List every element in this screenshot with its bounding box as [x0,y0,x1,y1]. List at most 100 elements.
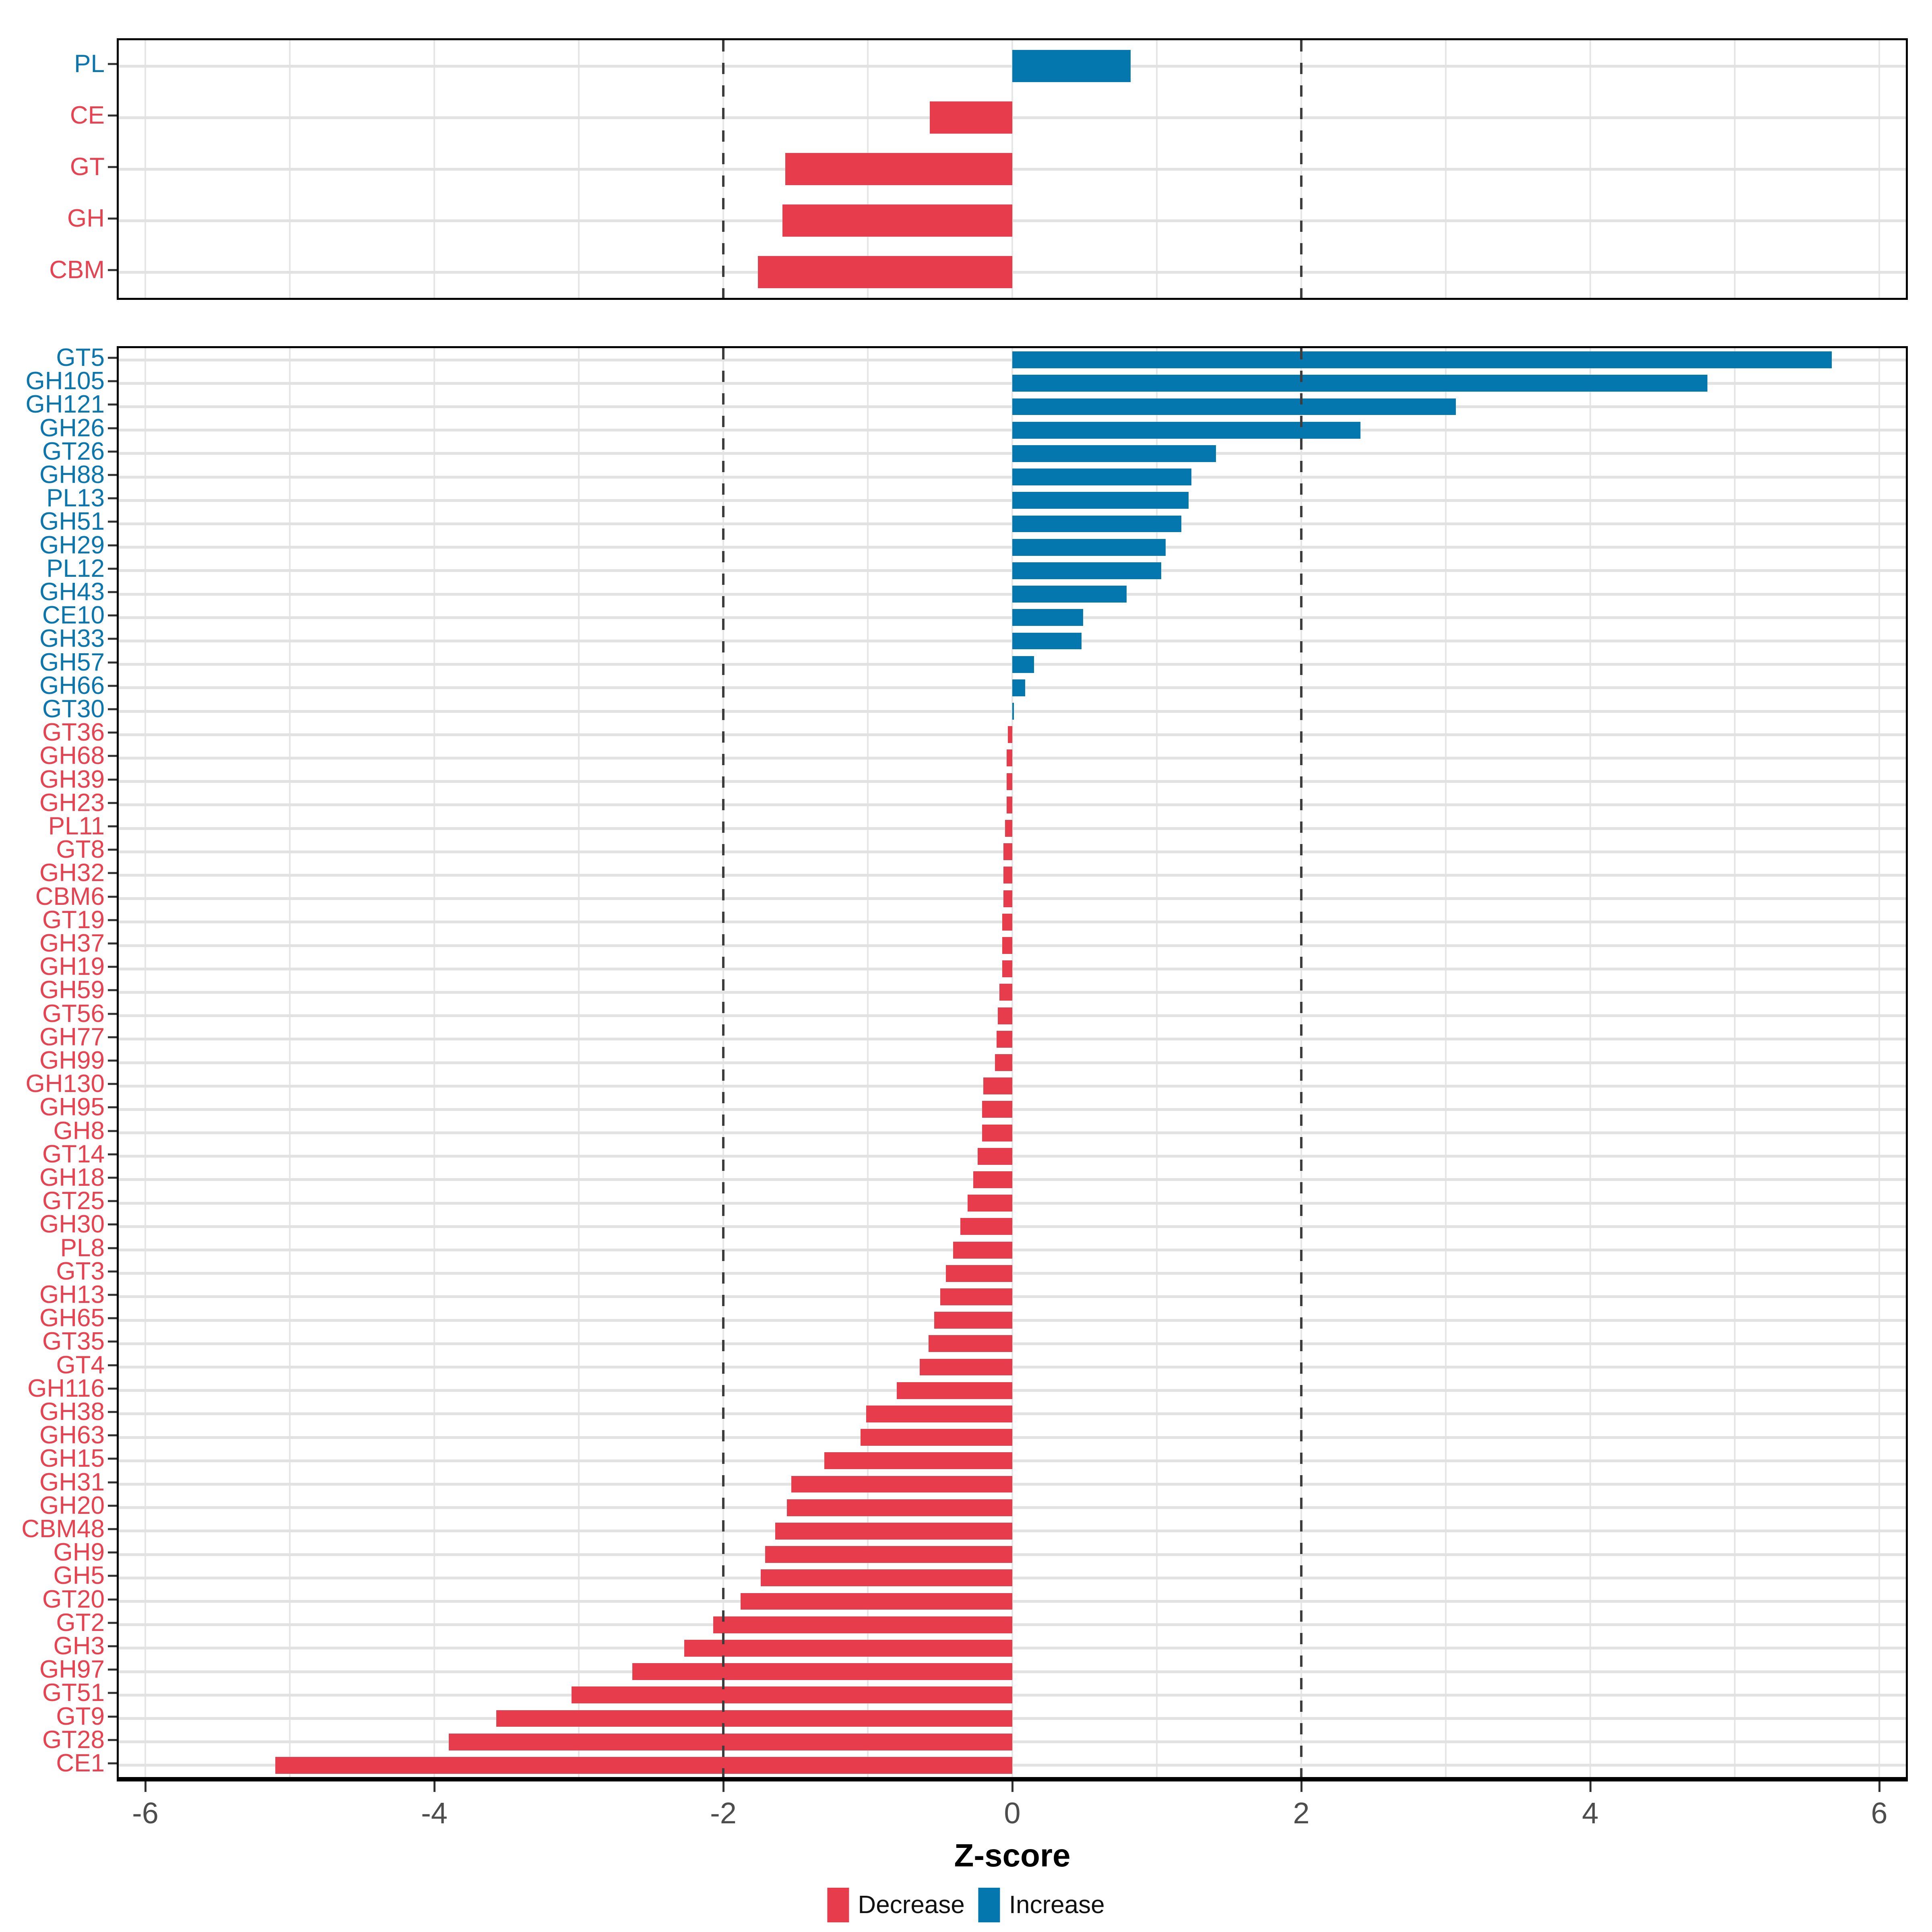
x-axis-tick [144,1781,147,1792]
bar-CBM[interactable] [758,256,1012,288]
bar-PL[interactable] [1012,50,1131,82]
y-gridline [119,733,1906,736]
y-axis-tick [108,591,117,593]
y-axis-label-PL: PL [74,50,105,78]
bar-GH51[interactable] [1012,515,1182,533]
bar-GH88[interactable] [1012,469,1192,486]
bar-GH26[interactable] [1012,421,1361,439]
bar-PL8[interactable] [953,1241,1012,1259]
y-gridline [119,967,1906,970]
y-axis-label-GH8: GH8 [53,1117,105,1145]
bar-GT14[interactable] [977,1148,1012,1165]
bar-GT30[interactable] [1012,703,1014,720]
bar-GH8[interactable] [982,1124,1012,1141]
y-axis-tick [108,1528,117,1530]
bar-GH95[interactable] [982,1101,1012,1118]
bar-GT36[interactable] [1008,726,1012,743]
y-gridline [119,1038,1906,1041]
y-gridline [119,116,1906,119]
bar-GT25[interactable] [967,1195,1012,1212]
y-axis-label-GH77: GH77 [39,1023,105,1051]
bar-GT8[interactable] [1003,843,1012,861]
bar-GH68[interactable] [1006,749,1012,767]
bar-GT[interactable] [785,153,1012,185]
bar-GT5[interactable] [1012,351,1832,369]
bar-GH43[interactable] [1012,586,1127,603]
y-gridline [119,1178,1906,1181]
bar-GH19[interactable] [1002,960,1012,978]
y-gridline [119,1108,1906,1111]
y-axis-tick [108,1059,117,1062]
bar-GT4[interactable] [920,1358,1012,1376]
y-axis-label-GH116: GH116 [27,1374,105,1402]
bar-GH39[interactable] [1006,773,1012,790]
bar-GH30[interactable] [960,1218,1012,1235]
bar-GH77[interactable] [996,1030,1012,1048]
bar-GT3[interactable] [945,1265,1012,1282]
legend-item-increase[interactable]: Increase [978,1888,1105,1922]
bar-GT2[interactable] [713,1616,1012,1633]
bar-GH105[interactable] [1012,375,1707,392]
y-axis-label-GT36: GT36 [42,718,105,747]
bar-GH15[interactable] [824,1452,1012,1470]
bar-GH33[interactable] [1012,632,1082,650]
bar-GH18[interactable] [973,1171,1012,1188]
bar-PL13[interactable] [1012,492,1189,509]
bar-CBM48[interactable] [775,1522,1012,1540]
y-gridline [119,1623,1906,1627]
y-gridline [119,270,1906,274]
bar-CE1[interactable] [275,1757,1012,1774]
bar-CBM6[interactable] [1003,890,1012,907]
bar-GH31[interactable] [791,1476,1012,1493]
bar-GH9[interactable] [765,1546,1012,1563]
bar-GH63[interactable] [861,1429,1012,1446]
y-axis-label-GH38: GH38 [39,1397,105,1426]
bar-GH38[interactable] [866,1406,1012,1422]
bar-GT20[interactable] [741,1593,1012,1610]
bar-GH37[interactable] [1002,937,1012,954]
y-axis-label-GH30: GH30 [39,1210,105,1238]
bar-PL11[interactable] [1005,820,1012,837]
bar-GT9[interactable] [496,1710,1012,1727]
bar-CE[interactable] [930,101,1012,134]
bar-GH29[interactable] [1012,539,1166,556]
bar-GH5[interactable] [761,1569,1012,1587]
y-axis-tick [108,1622,117,1624]
bar-PL12[interactable] [1012,562,1161,579]
bar-GT28[interactable] [448,1733,1012,1750]
bar-GH23[interactable] [1006,796,1012,813]
bar-GH130[interactable] [983,1077,1012,1095]
y-axis-label-GH121: GH121 [25,390,105,419]
bar-CE10[interactable] [1012,609,1083,626]
bar-GH20[interactable] [786,1499,1012,1516]
bar-GH97[interactable] [632,1663,1012,1680]
bar-GT56[interactable] [998,1007,1012,1024]
x-axis-title: Z-score [954,1837,1071,1873]
y-gridline [119,1647,1906,1650]
legend-swatch-decrease [827,1888,849,1922]
y-axis-tick [108,1200,117,1202]
bar-GH13[interactable] [940,1288,1012,1305]
bar-GH32[interactable] [1003,867,1012,884]
bar-GT26[interactable] [1012,445,1216,462]
y-gridline [119,1389,1906,1392]
legend-item-decrease[interactable]: Decrease [827,1888,965,1922]
y-gridline [119,1366,1906,1369]
x-axis-line [117,1779,1908,1781]
bar-GH121[interactable] [1012,398,1456,415]
bar-GH99[interactable] [995,1054,1012,1071]
bar-GT35[interactable] [928,1335,1012,1352]
bar-GH3[interactable] [684,1639,1012,1657]
y-axis-label-GH23: GH23 [39,788,105,817]
bar-GH[interactable] [782,204,1012,237]
y-axis-tick [108,1505,117,1507]
bar-GT19[interactable] [1002,913,1012,931]
bar-GH65[interactable] [934,1312,1012,1329]
y-gridline [119,921,1906,924]
y-axis-tick [108,638,117,640]
bar-GH57[interactable] [1012,656,1034,673]
bar-GT51[interactable] [572,1686,1012,1704]
bar-GH116[interactable] [896,1382,1012,1399]
bar-GH59[interactable] [999,984,1012,1001]
bar-GH66[interactable] [1012,679,1026,696]
